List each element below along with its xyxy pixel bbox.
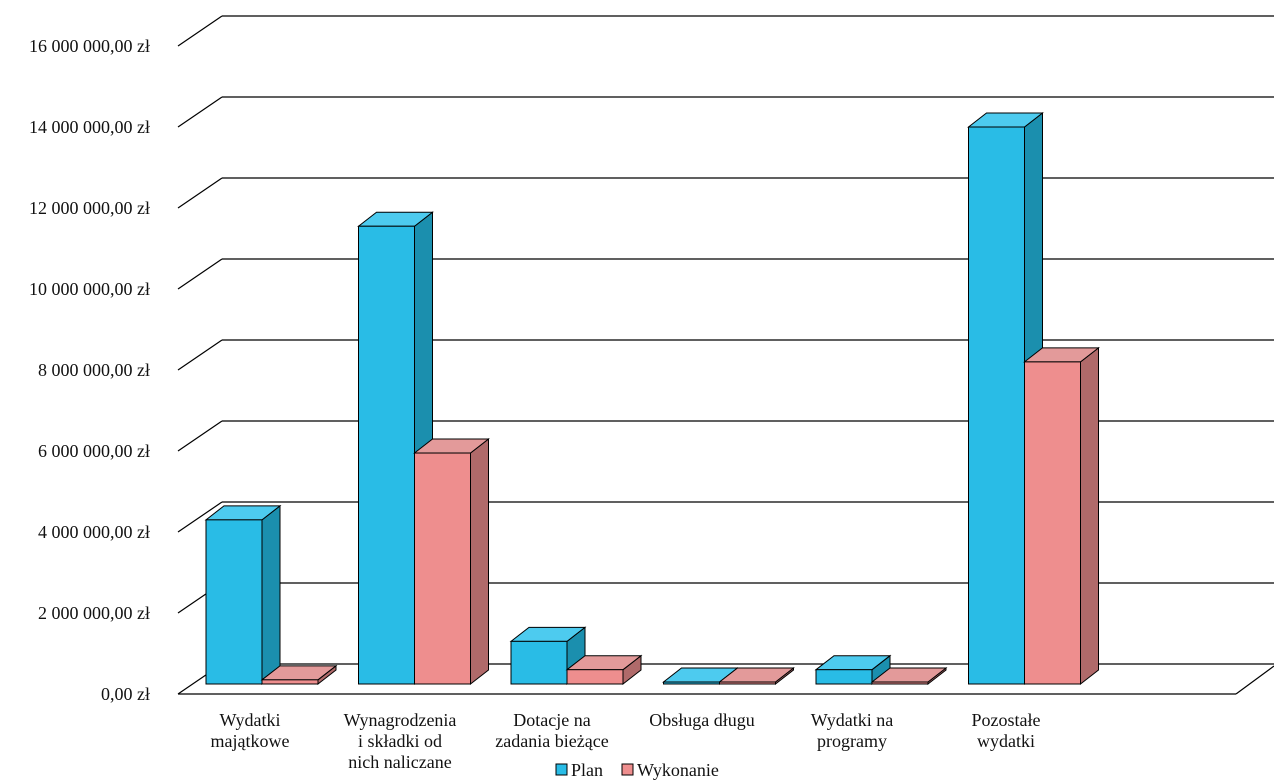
- legend-swatch-wykonanie: [621, 763, 634, 776]
- legend-label-plan: Plan: [571, 760, 603, 780]
- category-label-line: Pozostałe: [972, 710, 1041, 730]
- category-label: Dotacje na zadania bieżące: [495, 710, 608, 751]
- y-tick-label: 16 000 000,00 zł: [29, 36, 150, 56]
- y-tick-label: 12 000 000,00 zł: [29, 198, 150, 218]
- category-label-line: nich naliczane: [348, 752, 451, 772]
- bar: [968, 126, 1025, 685]
- category-label: Wynagrodzenia i składki od nich naliczane: [344, 710, 457, 772]
- category-label-line: Wydatki: [220, 710, 281, 730]
- category-label-line: zadania bieżące: [495, 731, 608, 751]
- bar: [719, 681, 776, 685]
- legend-swatch-plan: [555, 763, 568, 776]
- floor-edge: [1235, 665, 1274, 695]
- category-label-line: Wydatki na: [811, 710, 893, 730]
- bar: [871, 681, 929, 685]
- gridline-diagonal: [177, 258, 223, 290]
- category-label: Obsługa długu: [649, 710, 755, 730]
- legend-label-wykonanie: Wykonanie: [637, 760, 719, 780]
- category-label-line: Obsługa długu: [649, 710, 755, 730]
- bar: [358, 225, 415, 685]
- gridline-diagonal: [177, 420, 223, 452]
- bar: [1024, 361, 1081, 685]
- bar: [414, 452, 471, 685]
- category-label-line: Dotacje na: [513, 710, 590, 730]
- category-label: Wydatki na programy: [811, 710, 893, 751]
- category-label-line: Wynagrodzenia: [344, 710, 457, 730]
- category-label-line: majątkowe: [211, 731, 290, 751]
- gridline-diagonal: [177, 15, 223, 47]
- y-tick-label: 4 000 000,00 zł: [38, 522, 150, 542]
- bar-side: [1080, 346, 1099, 686]
- bar: [815, 669, 873, 685]
- y-tick-label: 8 000 000,00 zł: [38, 360, 150, 380]
- bar: [663, 681, 720, 685]
- category-label: Pozostałe wydatki: [972, 710, 1041, 751]
- gridline-diagonal: [177, 501, 223, 533]
- gridline-diagonal: [177, 177, 223, 209]
- gridlines: [177, 15, 1274, 695]
- gridline-diagonal: [177, 96, 223, 128]
- x-axis-category-labels: Wydatki majątkowe Wynagrodzenia i składki o…: [211, 710, 1041, 772]
- bar-side: [261, 504, 281, 686]
- bar: [566, 669, 624, 685]
- y-axis-ticks: 0,00 zł 2 000 000,00 zł 4 000 000,00 zł 6 0…: [29, 36, 150, 704]
- y-tick-label: 2 000 000,00 zł: [38, 603, 150, 623]
- y-tick-label: 10 000 000,00 zł: [29, 279, 150, 299]
- category-label-line: i składki od: [358, 731, 442, 751]
- bar: [205, 519, 263, 685]
- category-label-line: programy: [817, 731, 887, 751]
- category-label: Wydatki majątkowe: [211, 710, 290, 751]
- bar: [261, 679, 319, 685]
- y-tick-label: 14 000 000,00 zł: [29, 117, 150, 137]
- y-tick-label: 6 000 000,00 zł: [38, 441, 150, 461]
- y-tick-label: 0,00 zł: [101, 684, 150, 704]
- gridline-diagonal: [177, 339, 223, 371]
- category-label-line: wydatki: [977, 731, 1035, 751]
- bars: [204, 111, 1100, 686]
- bar-side: [470, 438, 489, 686]
- bar: [510, 640, 568, 685]
- legend: Plan Wykonanie: [555, 760, 719, 780]
